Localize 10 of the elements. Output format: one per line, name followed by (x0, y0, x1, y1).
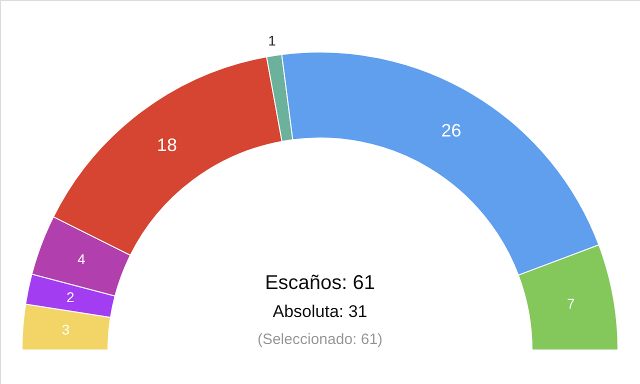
text: Absoluta: 31 (272, 302, 368, 321)
data-label: 18 (156, 135, 177, 156)
data-label: 7 (566, 295, 575, 312)
data-label: 4 (77, 251, 86, 268)
data-label: 2 (66, 288, 74, 305)
data-label: 26 (441, 120, 462, 140)
text: Escaños: 61 (264, 272, 376, 294)
data-label: 1 (268, 32, 276, 49)
data-label: 3 (62, 321, 70, 338)
text: (Seleccionado: 61) (257, 331, 383, 348)
